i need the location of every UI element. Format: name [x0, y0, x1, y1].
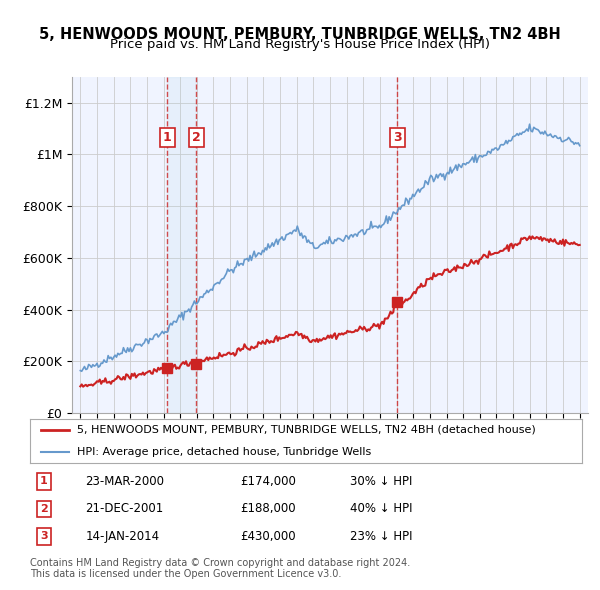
Text: 14-JAN-2014: 14-JAN-2014 — [85, 530, 160, 543]
Text: 1: 1 — [163, 131, 172, 144]
Text: 2: 2 — [40, 504, 47, 514]
Text: Contains HM Land Registry data © Crown copyright and database right 2024.
This d: Contains HM Land Registry data © Crown c… — [30, 558, 410, 579]
Text: 23-MAR-2000: 23-MAR-2000 — [85, 475, 164, 488]
Text: £174,000: £174,000 — [240, 475, 296, 488]
Bar — [167, 77, 196, 413]
Text: £430,000: £430,000 — [240, 530, 295, 543]
Text: 3: 3 — [40, 531, 47, 541]
Text: 1: 1 — [40, 477, 47, 487]
Text: £188,000: £188,000 — [240, 502, 295, 516]
Text: 21-DEC-2001: 21-DEC-2001 — [85, 502, 163, 516]
Text: HPI: Average price, detached house, Tunbridge Wells: HPI: Average price, detached house, Tunb… — [77, 447, 371, 457]
Text: Price paid vs. HM Land Registry's House Price Index (HPI): Price paid vs. HM Land Registry's House … — [110, 38, 490, 51]
Text: 2: 2 — [192, 131, 201, 144]
Text: 30% ↓ HPI: 30% ↓ HPI — [350, 475, 413, 488]
Text: 5, HENWOODS MOUNT, PEMBURY, TUNBRIDGE WELLS, TN2 4BH: 5, HENWOODS MOUNT, PEMBURY, TUNBRIDGE WE… — [39, 27, 561, 41]
Text: 3: 3 — [393, 131, 401, 144]
Text: 40% ↓ HPI: 40% ↓ HPI — [350, 502, 413, 516]
Text: 23% ↓ HPI: 23% ↓ HPI — [350, 530, 413, 543]
Text: 5, HENWOODS MOUNT, PEMBURY, TUNBRIDGE WELLS, TN2 4BH (detached house): 5, HENWOODS MOUNT, PEMBURY, TUNBRIDGE WE… — [77, 425, 536, 435]
